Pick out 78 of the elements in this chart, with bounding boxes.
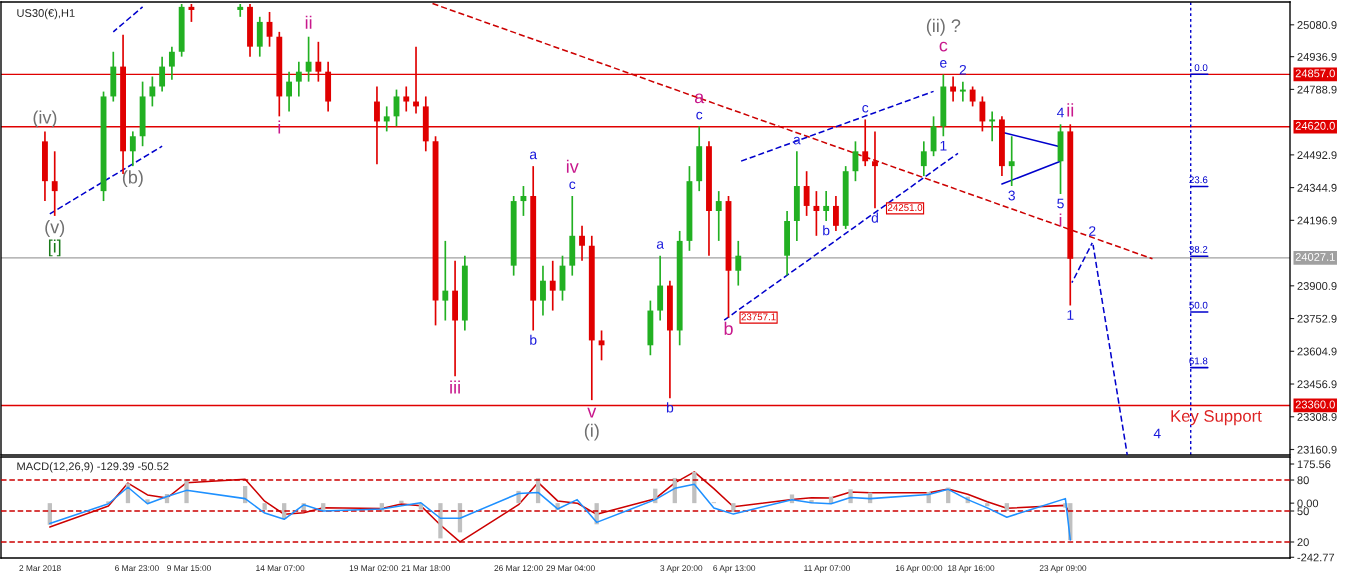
annotation: i bbox=[278, 120, 281, 134]
annotation: ii bbox=[1067, 103, 1074, 117]
annotation: c bbox=[862, 104, 869, 113]
y-tick-label: 23456.9 bbox=[1297, 380, 1337, 389]
text: US30(€),H1 bbox=[17, 8, 75, 20]
y-tick-label: 24936.9 bbox=[1297, 52, 1337, 61]
chart-title: MACD(12,26,9) -129.39 -50.52 bbox=[17, 462, 169, 473]
y-tick-label: 24788.9 bbox=[1297, 85, 1337, 94]
annotation: 3 bbox=[1008, 190, 1015, 201]
y-tick-label: 23604.9 bbox=[1297, 347, 1337, 356]
y-tick-label: 23752.9 bbox=[1297, 314, 1337, 323]
x-tick-label: 14 Mar 07:00 bbox=[256, 565, 305, 572]
annotation: c bbox=[939, 41, 948, 52]
annotation: 2 bbox=[1089, 226, 1096, 236]
x-tick-label: 2 Mar 2018 bbox=[19, 565, 61, 572]
x-tick-label: 6 Mar 23:00 bbox=[115, 565, 159, 572]
annotation: a bbox=[656, 241, 665, 249]
series-label: 38.2 bbox=[1189, 245, 1208, 253]
y-tick-label: 25080.9 bbox=[1297, 21, 1337, 29]
ref-line-label: 24857.0 bbox=[1295, 69, 1335, 78]
ref-line-label: 24620.0 bbox=[1295, 121, 1335, 130]
x-tick-label: 16 Apr 00:00 bbox=[895, 565, 943, 573]
y-tick-label: 175.56 bbox=[1297, 460, 1331, 469]
x-tick-label: 18 Apr 16:00 bbox=[948, 565, 995, 573]
annotation: b bbox=[530, 334, 537, 345]
series-label: 23.6 bbox=[1189, 176, 1208, 184]
annotation: iii bbox=[450, 380, 460, 394]
x-tick-label: 23 Apr 09:00 bbox=[1039, 565, 1087, 573]
annotation: (b) bbox=[122, 170, 143, 188]
annotation: 5 bbox=[1057, 198, 1064, 209]
annotation: a bbox=[529, 151, 538, 160]
annotation: iv bbox=[566, 159, 579, 173]
annotation: 4 bbox=[1056, 107, 1064, 118]
y2-tick-label: 20 bbox=[1297, 538, 1309, 547]
x-tick-label: 19 Mar 02:00 bbox=[349, 565, 398, 572]
text: 24251.0 bbox=[887, 204, 923, 211]
annotation: [i] bbox=[48, 239, 61, 257]
x-tick-label: 26 Mar 12:00 bbox=[494, 565, 543, 572]
x-tick-label: 11 Apr 07:00 bbox=[804, 565, 850, 573]
annotation: c bbox=[696, 111, 703, 120]
annotation: (v) bbox=[45, 220, 65, 237]
annotation: (i) bbox=[584, 423, 599, 441]
y-tick-label: 24196.9 bbox=[1297, 216, 1337, 225]
x-tick-label: 29 Mar 04:00 bbox=[546, 565, 595, 572]
annotation: (ii) ? bbox=[926, 18, 961, 36]
y-tick-label: 24344.9 bbox=[1297, 183, 1337, 192]
annotation: e bbox=[940, 60, 947, 68]
x-tick-label: 3 Apr 20:00 bbox=[660, 565, 703, 573]
annotation: d bbox=[871, 212, 878, 223]
text: 23757.1 bbox=[741, 313, 776, 321]
annotation: 2 bbox=[959, 64, 967, 75]
annotation: i bbox=[1059, 213, 1062, 227]
annotation: 4 bbox=[1153, 428, 1161, 439]
x-tick-label: 6 Apr 13:00 bbox=[713, 565, 756, 573]
annotation: Key Support bbox=[1171, 410, 1262, 426]
annotation: ii bbox=[305, 15, 312, 29]
annotation: c bbox=[569, 181, 576, 190]
y-tick-label: 24492.9 bbox=[1297, 151, 1337, 159]
x-tick-label: 21 Mar 18:00 bbox=[401, 565, 451, 572]
ref-line-label: 23360.0 bbox=[1295, 400, 1335, 409]
y-tick-label: 23308.9 bbox=[1297, 413, 1337, 421]
series-label: 61.8 bbox=[1189, 357, 1208, 365]
annotation: 1 bbox=[940, 140, 947, 151]
annotation: b bbox=[823, 225, 830, 236]
annotation: b bbox=[724, 321, 733, 336]
y-tick-label: -242.77 bbox=[1297, 553, 1335, 562]
annotation: v bbox=[587, 407, 597, 418]
series-label: 0.0 bbox=[1194, 64, 1208, 72]
y2-tick-label: 50 bbox=[1297, 507, 1309, 516]
y-tick-label: 23900.9 bbox=[1297, 282, 1337, 290]
annotation: (iv) bbox=[33, 110, 57, 128]
y2-tick-label: 80 bbox=[1297, 476, 1309, 485]
y-tick-label: 23160.9 bbox=[1297, 445, 1337, 454]
ref-line-label: 24027.1 bbox=[1295, 253, 1335, 261]
series-label: 50.0 bbox=[1189, 301, 1208, 309]
y-tick-label: 0.00 bbox=[1297, 499, 1319, 508]
annotation: 1 bbox=[1067, 310, 1074, 320]
x-tick-label: 9 Mar 15:00 bbox=[167, 565, 211, 572]
